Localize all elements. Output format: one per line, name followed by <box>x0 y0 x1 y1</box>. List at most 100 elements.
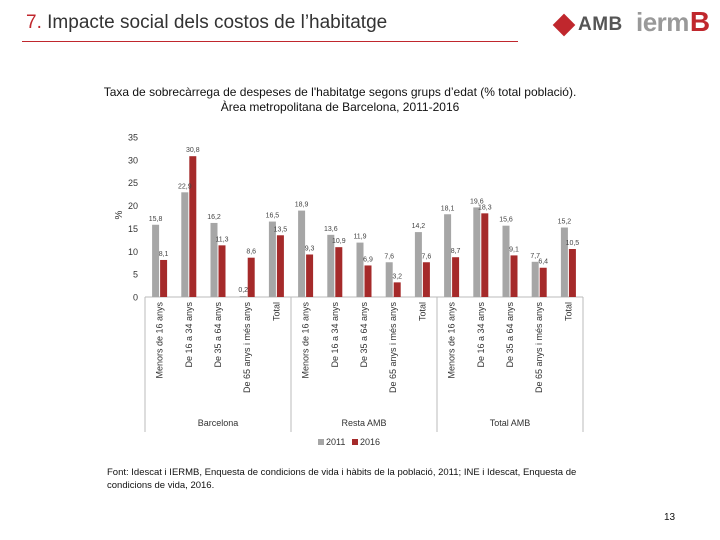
bar-2016 <box>160 259 168 297</box>
legend-swatch-2016 <box>352 439 358 445</box>
bar-2011 <box>239 296 247 297</box>
data-label-2011: 18,9 <box>295 202 309 209</box>
category-label: Total <box>271 302 281 321</box>
bar-2016 <box>335 247 343 297</box>
slide-title-text: Impacte social dels costos de l’habitatg… <box>47 12 388 33</box>
bar-2011 <box>385 262 393 297</box>
category-label: De 16 a 34 anys <box>184 302 194 368</box>
data-label-2016: 11,3 <box>215 236 228 243</box>
bar-2016 <box>510 255 518 297</box>
bar-2016 <box>452 257 460 297</box>
data-label-2016: 10,9 <box>332 238 346 245</box>
data-label-2016: 30,8 <box>186 147 200 154</box>
amb-logo: AMB <box>552 13 623 37</box>
category-label: Total <box>417 302 427 321</box>
bar-2016 <box>247 257 255 297</box>
source-note: Font: Idescat i IERMB, Enquesta de condi… <box>107 467 577 491</box>
bar-2016 <box>481 213 489 297</box>
bar-2016 <box>189 156 197 297</box>
data-label-2011: 14,2 <box>412 223 426 230</box>
data-label-2011: 15,6 <box>499 217 513 224</box>
amb-logo-text: AMB <box>578 14 623 35</box>
bar-2011 <box>152 224 160 297</box>
y-axis-label: % <box>114 210 125 219</box>
legend-swatch-2011 <box>318 439 324 445</box>
category-label: Total <box>563 302 573 321</box>
bar-2011 <box>210 222 218 297</box>
bar-2016 <box>568 249 576 297</box>
slide-header: 7. Impacte social dels costos de l’habit… <box>0 0 720 48</box>
bar-2011 <box>473 207 481 297</box>
bar-2011 <box>531 261 539 297</box>
slide-title: 7. Impacte social dels costos de l’habit… <box>26 12 387 34</box>
bar-2016 <box>306 254 314 297</box>
y-tick-label: 35 <box>128 133 138 143</box>
data-label-2011: 22,9 <box>178 183 192 190</box>
data-label-2016: 3,2 <box>392 273 402 280</box>
iermb-logo-b: B <box>689 6 711 37</box>
bar-2016 <box>393 282 401 297</box>
y-tick-label: 5 <box>133 270 138 280</box>
data-label-2011: 13,6 <box>324 226 338 233</box>
slide-number: 7. <box>26 12 42 33</box>
data-label-2011: 7,7 <box>530 253 540 260</box>
data-label-2011: 18,1 <box>441 205 455 212</box>
bar-2011 <box>356 242 364 297</box>
data-label-2016: 13,5 <box>274 226 288 233</box>
iermb-logo-text: ierm <box>636 7 689 37</box>
category-label: De 65 anys i més anys <box>388 302 398 394</box>
bar-2011 <box>327 234 335 297</box>
bar-2011 <box>502 225 510 297</box>
group-label: Total AMB <box>490 418 531 428</box>
y-tick-label: 30 <box>128 155 138 165</box>
bar-2011 <box>268 221 276 297</box>
bar-2011 <box>181 192 189 297</box>
category-label: De 35 a 64 anys <box>505 302 515 368</box>
category-label: Menors de 16 anys <box>301 302 311 379</box>
data-label-2011: 7,6 <box>384 253 394 260</box>
category-label: De 16 a 34 anys <box>476 302 486 368</box>
data-label-2016: 10,5 <box>566 240 580 247</box>
data-label-2016: 8,6 <box>246 249 256 256</box>
data-label-2011: 11,9 <box>353 234 366 241</box>
data-label-2016: 9,1 <box>509 246 519 253</box>
bar-2011 <box>560 227 568 297</box>
category-label: Menors de 16 anys <box>447 302 457 379</box>
bar-2016 <box>276 235 284 297</box>
data-label-2011: 19,6 <box>470 198 484 205</box>
data-label-2011: 16,5 <box>266 213 280 220</box>
data-label-2016: 8,7 <box>451 248 461 255</box>
chart-title: Taxa de sobrecàrrega de despeses de l'ha… <box>103 85 577 114</box>
data-label-2016: 6,9 <box>363 256 373 263</box>
category-label: Menors de 16 anys <box>155 302 165 379</box>
y-tick-label: 15 <box>128 224 138 234</box>
y-tick-label: 20 <box>128 201 138 211</box>
y-tick-label: 10 <box>128 247 138 257</box>
bar-2016 <box>218 245 226 297</box>
y-tick-label: 25 <box>128 178 138 188</box>
bar-2016 <box>422 262 430 297</box>
category-label: De 16 a 34 anys <box>330 302 340 368</box>
bar-2016 <box>539 267 547 297</box>
bar-2011 <box>444 214 452 297</box>
data-label-2016: 7,6 <box>422 253 432 260</box>
data-label-2016: 18,3 <box>478 204 492 211</box>
data-label-2016: 6,4 <box>538 259 548 266</box>
page-number: 13 <box>664 512 676 523</box>
group-label: Resta AMB <box>341 418 386 428</box>
data-label-2011: 15,8 <box>149 216 163 223</box>
category-label: De 65 anys i més anys <box>242 302 252 394</box>
y-tick-label: 0 <box>133 293 138 303</box>
title-underline <box>22 41 518 42</box>
bar-2016 <box>364 265 372 297</box>
data-label-2011: 15,2 <box>558 219 572 226</box>
category-label: De 35 a 64 anys <box>359 302 369 368</box>
legend-label-2011: 2011 <box>326 437 345 447</box>
data-label-2016: 8,1 <box>159 251 169 258</box>
group-label: Barcelona <box>198 418 239 428</box>
data-label-2016: 9,3 <box>305 245 315 252</box>
category-label: De 35 a 64 anys <box>213 302 223 368</box>
bar-2011 <box>298 210 306 297</box>
category-label: De 65 anys i més anys <box>534 302 544 394</box>
